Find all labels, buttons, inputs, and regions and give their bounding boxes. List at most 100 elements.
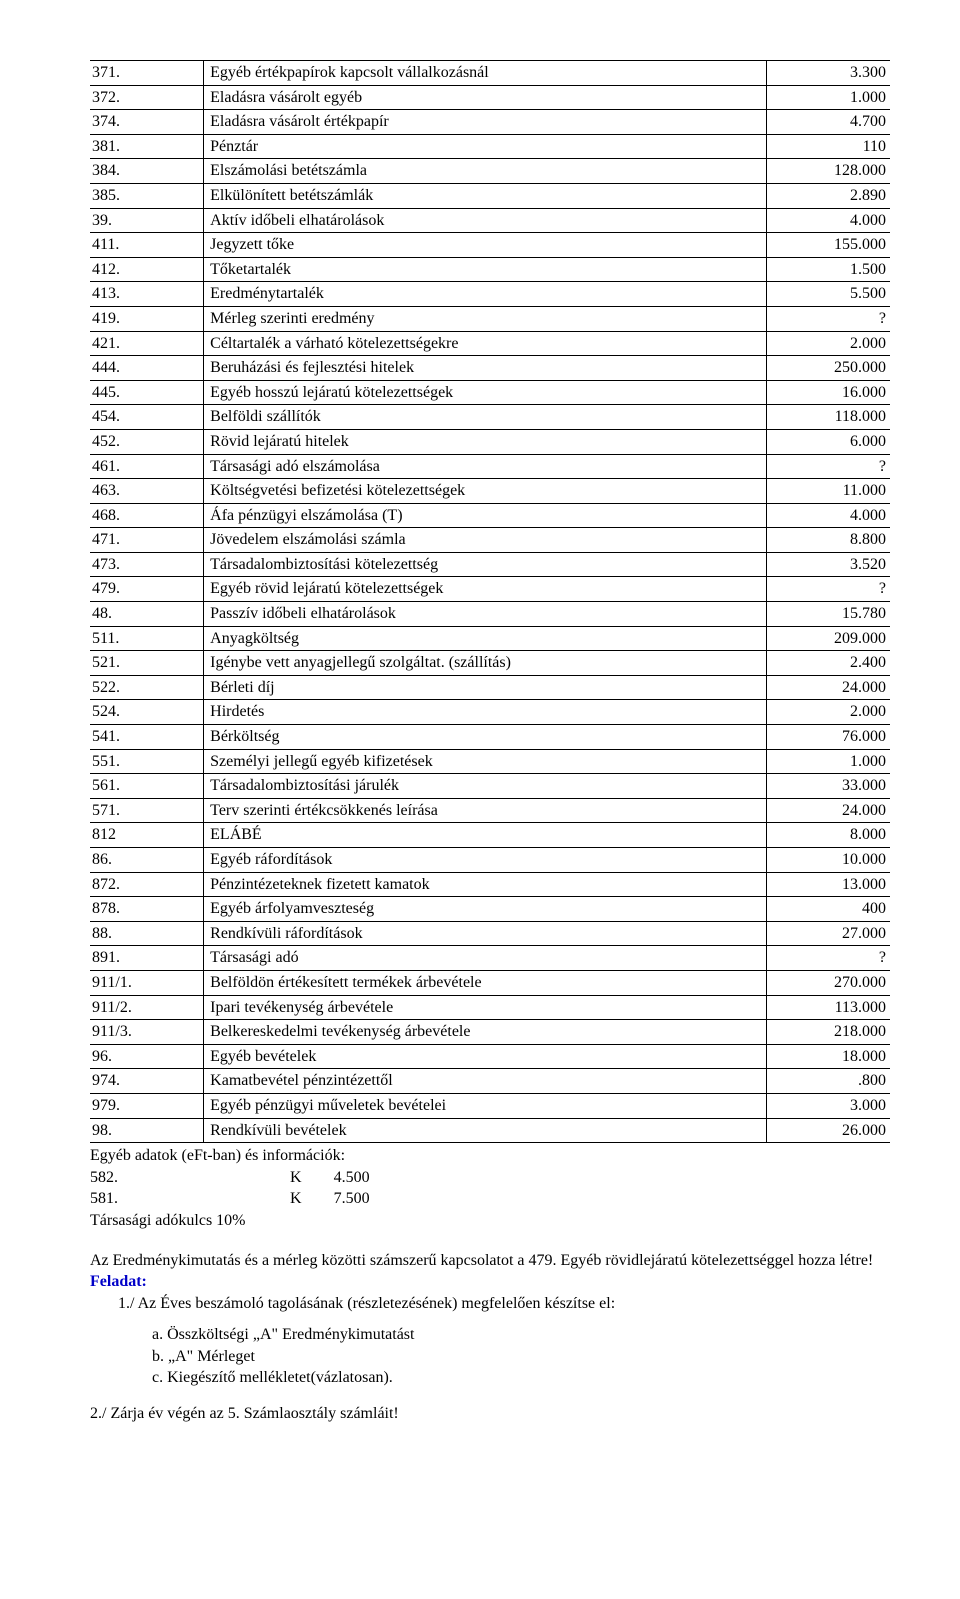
accounts-table: 371.Egyéb értékpapírok kapcsolt vállalko… xyxy=(90,60,890,1143)
cell-value: 8.800 xyxy=(767,528,890,553)
table-row: 371.Egyéb értékpapírok kapcsolt vállalko… xyxy=(90,61,890,86)
cell-value: 33.000 xyxy=(767,774,890,799)
cell-value: 2.890 xyxy=(767,183,890,208)
cell-name: Társadalombiztosítási kötelezettség xyxy=(204,552,767,577)
table-row: 452.Rövid lejáratú hitelek6.000 xyxy=(90,429,890,454)
table-row: 872.Pénzintézeteknek fizetett kamatok13.… xyxy=(90,872,890,897)
cell-code: 452. xyxy=(90,429,204,454)
cell-value: 400 xyxy=(767,897,890,922)
cell-code: 979. xyxy=(90,1093,204,1118)
cell-value: ? xyxy=(767,454,890,479)
cell-name: Beruházási és fejlesztési hitelek xyxy=(204,356,767,381)
cell-value: 128.000 xyxy=(767,159,890,184)
cell-value: 118.000 xyxy=(767,405,890,430)
cell-value: 110 xyxy=(767,134,890,159)
table-row: 88.Rendkívüli ráfordítások27.000 xyxy=(90,921,890,946)
cell-code: 444. xyxy=(90,356,204,381)
cell-value: 10.000 xyxy=(767,848,890,873)
cell-value: 3.000 xyxy=(767,1093,890,1118)
table-row: 96.Egyéb bevételek18.000 xyxy=(90,1044,890,1069)
cell-code: 454. xyxy=(90,405,204,430)
task-1c: c. Kiegészítő mellékletet(vázlatosan). xyxy=(152,1367,890,1389)
task-1a: a. Összköltségi „A" Eredménykimutatást xyxy=(152,1324,890,1346)
cell-name: Rendkívüli bevételek xyxy=(204,1118,767,1143)
cell-code: 511. xyxy=(90,626,204,651)
table-row: 413.Eredménytartalék5.500 xyxy=(90,282,890,307)
cell-name: Hirdetés xyxy=(204,700,767,725)
cell-code: 48. xyxy=(90,602,204,627)
cell-name: Kamatbevétel pénzintézettől xyxy=(204,1069,767,1094)
cell-name: Tőketartalék xyxy=(204,257,767,282)
cell-value: 4.000 xyxy=(767,503,890,528)
cell-value: 24.000 xyxy=(767,675,890,700)
table-row: 979.Egyéb pénzügyi műveletek bevételei3.… xyxy=(90,1093,890,1118)
cell-code: 911/3. xyxy=(90,1020,204,1045)
cell-value: 3.520 xyxy=(767,552,890,577)
cell-name: Eredménytartalék xyxy=(204,282,767,307)
cell-code: 479. xyxy=(90,577,204,602)
cell-code: 911/2. xyxy=(90,995,204,1020)
cell-code: 463. xyxy=(90,479,204,504)
cell-name: Társadalombiztosítási járulék xyxy=(204,774,767,799)
table-row: 412.Tőketartalék1.500 xyxy=(90,257,890,282)
cell-value: 76.000 xyxy=(767,725,890,750)
cell-code: 551. xyxy=(90,749,204,774)
cell-name: Mérleg szerinti eredmény xyxy=(204,306,767,331)
cell-name: Egyéb rövid lejáratú kötelezettségek xyxy=(204,577,767,602)
table-row: 911/2.Ipari tevékenység árbevétele113.00… xyxy=(90,995,890,1020)
table-row: 479.Egyéb rövid lejáratú kötelezettségek… xyxy=(90,577,890,602)
cell-value: 270.000 xyxy=(767,970,890,995)
cell-code: 561. xyxy=(90,774,204,799)
cell-value: 2.400 xyxy=(767,651,890,676)
cell-name: Eladásra vásárolt értékpapír xyxy=(204,110,767,135)
table-row: 374.Eladásra vásárolt értékpapír4.700 xyxy=(90,110,890,135)
cell-code: 911/1. xyxy=(90,970,204,995)
cell-value: 13.000 xyxy=(767,872,890,897)
cell-name: Áfa pénzügyi elszámolása (T) xyxy=(204,503,767,528)
cell-code: 524. xyxy=(90,700,204,725)
cell-name: Költségvetési befizetési kötelezettségek xyxy=(204,479,767,504)
table-row: 411.Jegyzett tőke155.000 xyxy=(90,233,890,258)
task-2: 2./ Zárja év végén az 5. Számlaosztály s… xyxy=(90,1403,890,1425)
cell-name: Ipari tevékenység árbevétele xyxy=(204,995,767,1020)
cell-name: Rendkívüli ráfordítások xyxy=(204,921,767,946)
cell-code: 571. xyxy=(90,798,204,823)
cell-value: .800 xyxy=(767,1069,890,1094)
cell-name: Belkereskedelmi tevékenység árbevétele xyxy=(204,1020,767,1045)
cell-code: 461. xyxy=(90,454,204,479)
extra-line-2: 581. K 7.500 xyxy=(90,1188,890,1210)
table-row: 461.Társasági adó elszámolása? xyxy=(90,454,890,479)
cell-code: 419. xyxy=(90,306,204,331)
table-row: 541.Bérköltség76.000 xyxy=(90,725,890,750)
cell-code: 98. xyxy=(90,1118,204,1143)
cell-value: 1.500 xyxy=(767,257,890,282)
cell-name: Rövid lejáratú hitelek xyxy=(204,429,767,454)
cell-code: 86. xyxy=(90,848,204,873)
cell-value: 16.000 xyxy=(767,380,890,405)
table-row: 372.Eladásra vásárolt egyéb1.000 xyxy=(90,85,890,110)
cell-name: Egyéb hosszú lejáratú kötelezettségek xyxy=(204,380,767,405)
table-row: 444.Beruházási és fejlesztési hitelek250… xyxy=(90,356,890,381)
cell-value: 1.000 xyxy=(767,749,890,774)
table-row: 473.Társadalombiztosítási kötelezettség3… xyxy=(90,552,890,577)
cell-code: 372. xyxy=(90,85,204,110)
table-row: 39.Aktív időbeli elhatárolások4.000 xyxy=(90,208,890,233)
task-1-sublist: a. Összköltségi „A" Eredménykimutatást b… xyxy=(90,1324,890,1389)
feladat-label: Feladat: xyxy=(90,1271,890,1293)
extra-heading: Egyéb adatok (eFt-ban) és információk: xyxy=(90,1145,890,1167)
cell-code: 468. xyxy=(90,503,204,528)
table-row: 561.Társadalombiztosítási járulék33.000 xyxy=(90,774,890,799)
table-row: 385.Elkülönített betétszámlák2.890 xyxy=(90,183,890,208)
cell-code: 471. xyxy=(90,528,204,553)
table-row: 878.Egyéb árfolyamveszteség400 xyxy=(90,897,890,922)
cell-code: 384. xyxy=(90,159,204,184)
cell-value: 113.000 xyxy=(767,995,890,1020)
cell-code: 541. xyxy=(90,725,204,750)
cell-code: 371. xyxy=(90,61,204,86)
cell-name: Egyéb bevételek xyxy=(204,1044,767,1069)
table-row: 419.Mérleg szerinti eredmény? xyxy=(90,306,890,331)
cell-value: 11.000 xyxy=(767,479,890,504)
cell-value: 8.000 xyxy=(767,823,890,848)
cell-code: 96. xyxy=(90,1044,204,1069)
table-row: 381.Pénztár110 xyxy=(90,134,890,159)
